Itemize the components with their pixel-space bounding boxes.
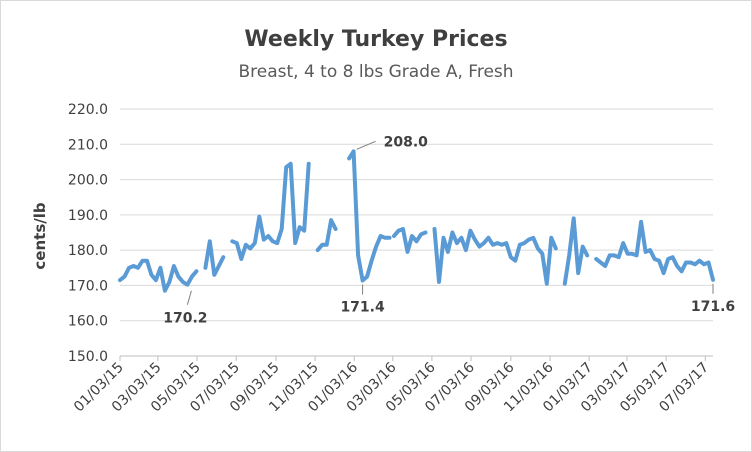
series-line-segment (230, 161, 311, 261)
y-tick-label: 200.0 (68, 173, 108, 189)
y-tick-label: 150.0 (68, 349, 108, 365)
y-tick-label: 170.0 (68, 278, 108, 294)
series-line-segment (392, 227, 428, 254)
y-tick-label: 220.0 (68, 102, 108, 118)
series-line-segment (203, 239, 226, 277)
chart-subtitle: Breast, 4 to 8 lbs Grade A, Fresh (238, 62, 513, 82)
series-line-segment (315, 218, 338, 253)
series-line-segment (432, 227, 558, 286)
data-label-leader (186, 290, 192, 305)
data-label: 208.0 (384, 134, 429, 150)
series-line-segment (118, 258, 199, 293)
data-label: 171.4 (340, 299, 385, 315)
chart-title: Weekly Turkey Prices (244, 27, 507, 52)
y-tick-label: 210.0 (68, 137, 108, 153)
series-turkey-prices (118, 149, 715, 293)
data-label: 171.6 (691, 299, 735, 315)
gridlines (120, 108, 713, 357)
y-axis-label: cents/lb (31, 202, 49, 269)
data-labels: 170.2 208.0 171.4 171.6 (163, 134, 735, 326)
data-label-leader (356, 140, 376, 150)
y-axis-ticks: 150.0 160.0 170.0 180.0 190.0 200.0 210.0 220.0 (68, 102, 108, 365)
y-tick-label: 160.0 (68, 314, 108, 330)
y-tick-label: 180.0 (68, 243, 108, 259)
x-axis-ticks: 01/03/1503/03/1505/03/1507/03/1509/03/15… (71, 356, 712, 415)
series-line-segment (347, 149, 392, 283)
series-line-segment (594, 219, 715, 282)
series-line-segment (562, 216, 590, 286)
y-tick-label: 190.0 (68, 208, 108, 224)
data-label: 170.2 (163, 311, 207, 327)
